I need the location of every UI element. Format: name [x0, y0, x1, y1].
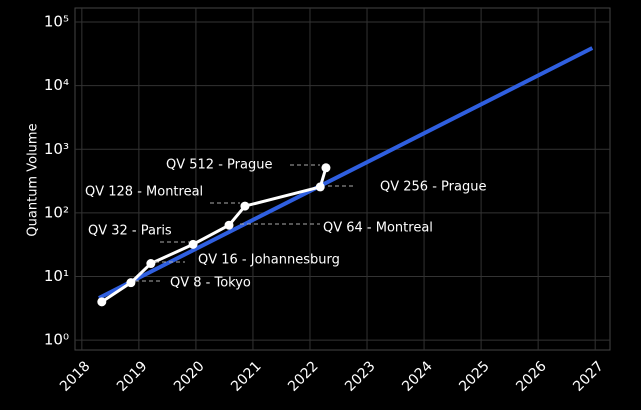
data-point — [315, 182, 325, 192]
annotation: QV 64 - Montreal — [323, 221, 433, 236]
annotation: QV 8 - Tokyo — [170, 276, 251, 291]
y-tick-label: 10⁰ — [44, 331, 69, 349]
data-point — [240, 201, 250, 211]
data-point — [188, 239, 198, 249]
annotation: QV 128 - Montreal — [85, 185, 203, 200]
data-point — [224, 220, 234, 230]
data-point — [126, 278, 136, 288]
data-point — [97, 297, 107, 307]
y-tick-label: 10³ — [44, 140, 69, 158]
series-line — [100, 167, 328, 304]
annotation: QV 32 - Paris — [88, 224, 172, 239]
data-point — [146, 259, 156, 269]
y-tick-label: 10⁴ — [44, 76, 69, 94]
data-point — [321, 163, 331, 173]
y-tick-label: 10¹ — [44, 267, 69, 285]
annotation: QV 512 - Prague — [166, 158, 272, 173]
annotation: QV 256 - Prague — [380, 180, 486, 195]
y-axis-label: Quantum Volume — [26, 123, 41, 236]
annotation: QV 16 - Johannesburg — [198, 253, 340, 268]
y-tick-label: 10⁵ — [44, 13, 69, 31]
y-tick-label: 10² — [44, 203, 69, 221]
series-line — [98, 46, 594, 300]
plot-frame — [74, 7, 611, 351]
